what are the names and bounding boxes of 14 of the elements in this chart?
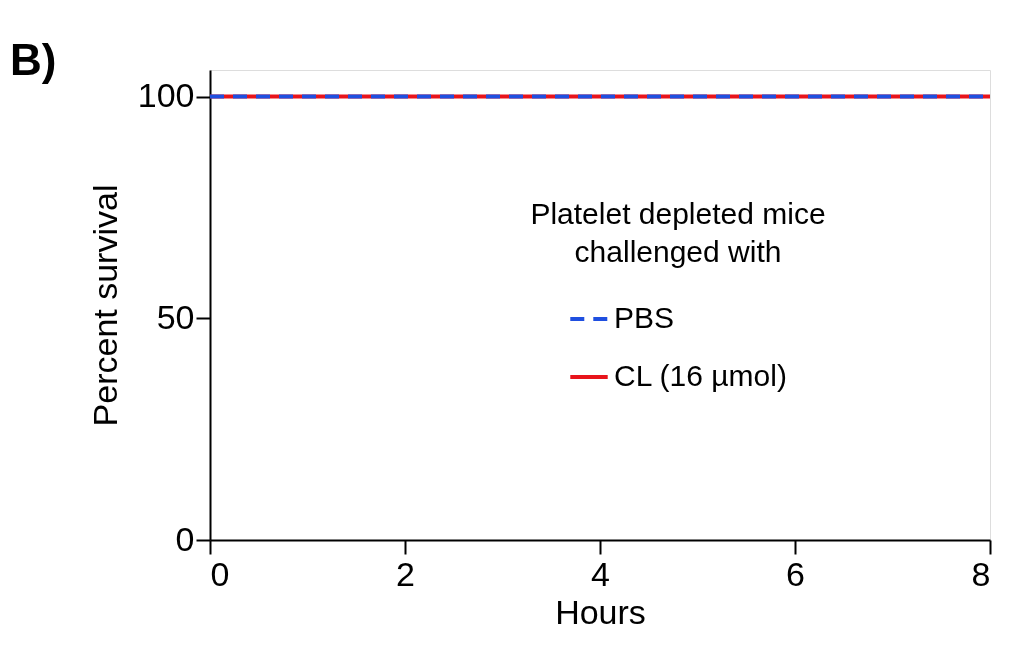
x-axis-title: Hours [555, 592, 646, 631]
y-tick-label: 100 [137, 76, 195, 115]
y-tick-label: 50 [156, 297, 195, 336]
y-axis-title: Percent survival [85, 184, 124, 427]
x-tick-label: 8 [971, 554, 991, 593]
legend-label: PBS [614, 301, 675, 334]
legend-title: Platelet depleted mice challenged with [530, 197, 826, 268]
text: B) [10, 35, 57, 84]
x-tick-label: 6 [786, 554, 805, 593]
y-tick-label: 0 [175, 519, 195, 558]
x-tick-label: 4 [591, 554, 610, 593]
x-tick-label: 2 [396, 554, 415, 593]
x-tick-label: 0 [210, 554, 230, 593]
legend-label: CL (16 µmol) [614, 359, 787, 392]
